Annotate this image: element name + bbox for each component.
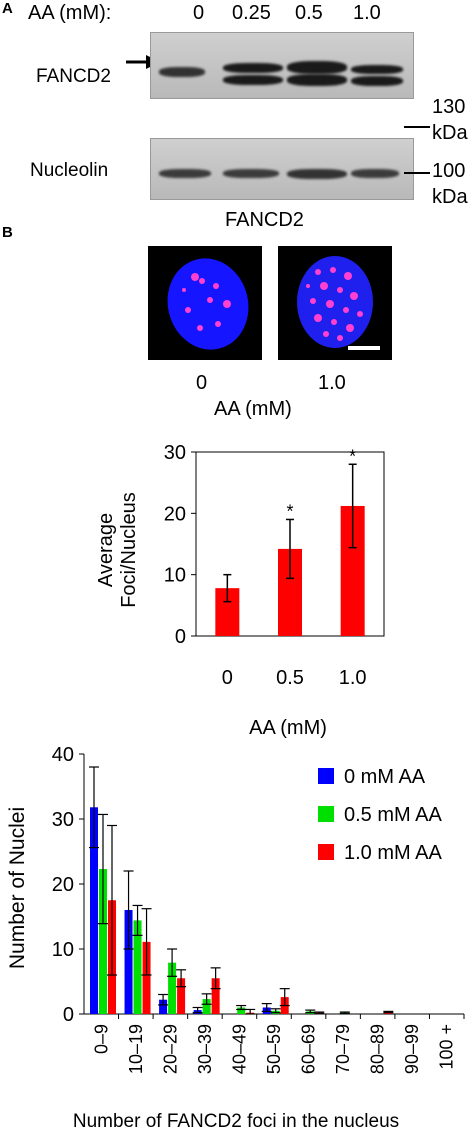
marker-130-value: 130 <box>432 96 466 118</box>
bar <box>211 978 220 1014</box>
marker-130-unit: kDa <box>432 122 468 144</box>
bar <box>124 910 133 1014</box>
bar <box>159 999 168 1014</box>
nucleolin-band-0-5 <box>287 169 347 179</box>
bar <box>142 941 151 1014</box>
micrograph-title: FANCD2 <box>225 209 304 231</box>
y-tick-label: 0 <box>175 626 186 648</box>
nucleolin-band-0 <box>159 169 211 178</box>
nucleolin-band-0-25 <box>223 169 279 178</box>
x-axis-label: AA (mM) <box>249 717 327 739</box>
fancd2-band-1-0-upper <box>351 65 403 74</box>
marker-130-line <box>404 126 430 128</box>
x-tick-label: 10–19 <box>126 1024 146 1074</box>
x-tick-label: 90–99 <box>402 1024 422 1074</box>
fancd2-band-0 <box>159 67 205 77</box>
x-tick-label: 1.0 <box>339 667 367 689</box>
concentration-1-0: 1.0 <box>353 2 381 24</box>
concentration-0-5: 0.5 <box>295 2 323 24</box>
x-tick-label: 100 + <box>437 1024 457 1070</box>
nucleolin-band-1-0 <box>351 169 399 178</box>
marker-100-value: 100 <box>432 160 466 182</box>
concentration-0-25: 0.25 <box>232 2 271 24</box>
fancd2-band-0-25-upper <box>223 63 283 73</box>
significance-marker: * <box>286 501 293 521</box>
legend-swatch <box>318 806 334 822</box>
nucleolin-label: Nucleolin <box>30 160 109 181</box>
y-tick-label: 20 <box>164 503 186 525</box>
x-tick-label: 70–79 <box>333 1024 353 1074</box>
bar <box>177 978 186 1014</box>
x-tick-label: 0–9 <box>91 1024 111 1054</box>
micrograph-label-1-0: 1.0 <box>318 372 346 394</box>
fancd2-band-0-5-upper <box>287 61 347 74</box>
legend-swatch <box>318 768 334 784</box>
micrograph-label-0: 0 <box>196 372 208 394</box>
fancd2-band-0-25-lower <box>223 75 283 85</box>
scale-bar <box>348 346 380 350</box>
foci-distribution-chart: 0 10 20 30 40 0–9 10–19 20–29 30–39 40–49 50–59 60–… <box>6 744 465 1132</box>
panel-a-letter: A <box>2 0 13 17</box>
y-tick-label: 0 <box>63 1004 74 1026</box>
y-tick-label: 40 <box>52 744 74 766</box>
fancd2-blot <box>150 32 414 99</box>
x-tick-label: 80–89 <box>368 1024 388 1074</box>
x-tick-label: 60–69 <box>299 1024 319 1074</box>
y-tick-label: 10 <box>164 565 186 587</box>
panel-b-letter: B <box>2 224 13 241</box>
x-tick-label: 0 <box>222 667 233 689</box>
micrograph-axis-label: AA (mM) <box>214 398 292 420</box>
bar <box>99 869 107 1014</box>
bar <box>168 962 177 1014</box>
bar <box>202 999 211 1014</box>
y-tick-label: 30 <box>164 442 186 464</box>
micrograph-1-0 <box>278 246 392 360</box>
legend-label: 0 mM AA <box>344 766 426 788</box>
y-tick-label: 10 <box>52 939 74 961</box>
y-axis-label-line-1: Average <box>95 513 117 587</box>
concentration-0: 0 <box>193 2 205 24</box>
significance-marker: * <box>349 446 356 466</box>
marker-100-line <box>404 172 430 174</box>
x-tick-label: 20–29 <box>160 1024 180 1074</box>
marker-100-unit: kDa <box>432 186 468 208</box>
legend-label: 1.0 mM AA <box>344 842 442 864</box>
fancd2-band-0-5-lower <box>287 74 347 86</box>
x-tick-label: 30–39 <box>195 1024 215 1074</box>
y-axis-label: Number of Nuclei <box>6 807 29 969</box>
legend-label: 0.5 mM AA <box>344 804 442 826</box>
y-axis-label-line-2: Foci/Nucleus <box>118 492 140 608</box>
fancd2-band-1-0-lower <box>351 76 403 86</box>
y-tick-label: 20 <box>52 874 74 896</box>
x-tick-label: 50–59 <box>264 1024 284 1074</box>
x-axis-label: Number of FANCD2 foci in the nucleus <box>73 1111 399 1132</box>
legend-swatch <box>318 844 334 860</box>
fancd2-label: FANCD2 <box>36 66 111 87</box>
micrograph-0 <box>148 246 262 360</box>
concentration-label: AA (mM): <box>28 2 112 24</box>
x-tick-label: 40–49 <box>229 1024 249 1074</box>
average-foci-chart: 0 10 20 30 0 * 0.5 * 1.0 Average Foci/Nucleus AA… <box>95 442 385 739</box>
x-tick-label: 0.5 <box>276 667 304 689</box>
nucleolin-blot <box>150 138 414 200</box>
bar <box>237 1007 246 1014</box>
bar <box>90 807 98 1014</box>
bar <box>133 920 142 1014</box>
y-tick-label: 30 <box>52 809 74 831</box>
